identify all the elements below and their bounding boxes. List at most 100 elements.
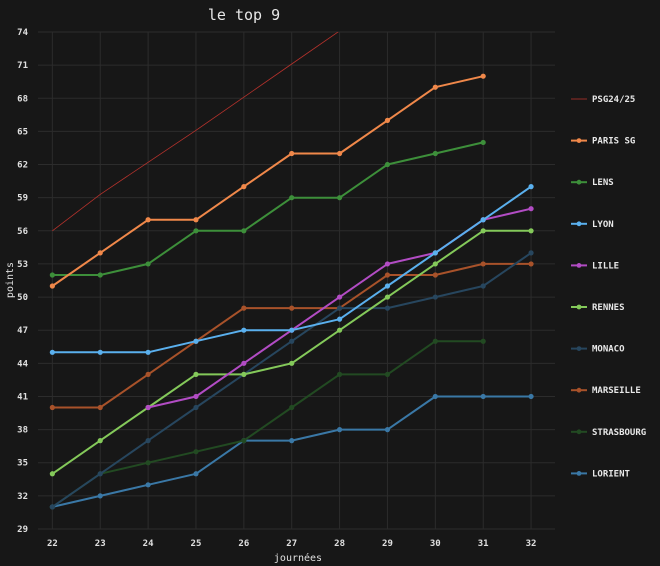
data-point-paris-sg: [97, 250, 103, 256]
legend-item-lorient: LORIENT: [571, 469, 631, 479]
data-point-monaco: [193, 404, 199, 411]
series-strasbourg: [49, 338, 486, 510]
y-tick-label: 53: [17, 260, 28, 270]
data-point-strasbourg: [432, 338, 438, 344]
legend-marker: [576, 346, 582, 351]
legend: PSG24/25 PARIS SG LENS LYON LILLE RENNES MONAC…: [571, 95, 646, 479]
series-lines: [49, 32, 534, 510]
x-tick-label: 23: [95, 539, 106, 549]
data-point-paris-sg: [432, 84, 438, 90]
legend-item-lens: LENS: [571, 178, 614, 188]
legend-marker: [576, 304, 582, 310]
data-point-lyon: [289, 327, 295, 333]
data-point-marseille: [480, 261, 486, 267]
x-tick-label: 22: [47, 539, 58, 549]
data-point-strasbourg: [145, 460, 151, 466]
data-point-lorient: [145, 482, 151, 488]
data-point-rennes: [528, 228, 534, 234]
data-point-rennes: [384, 294, 391, 300]
legend-marker: [576, 471, 582, 476]
data-point-lyon: [336, 316, 343, 322]
data-point-rennes: [97, 438, 103, 444]
data-point-monaco: [49, 504, 55, 510]
data-point-lens: [49, 272, 55, 278]
data-point-rennes: [289, 360, 295, 366]
data-point-monaco: [480, 283, 486, 289]
x-axis-label: journées: [274, 552, 322, 564]
y-tick-label: 59: [17, 194, 28, 204]
data-point-lens: [384, 161, 391, 168]
y-tick-label: 74: [17, 28, 28, 38]
legend-item-psg24-25: PSG24/25: [571, 95, 635, 105]
data-point-strasbourg: [336, 371, 343, 377]
legend-marker: [576, 221, 582, 227]
data-point-paris-sg: [384, 117, 391, 123]
data-point-lille: [384, 261, 391, 267]
legend-label: LENS: [592, 178, 614, 188]
x-tick-label: 28: [334, 539, 345, 549]
data-point-lyon: [241, 327, 247, 333]
data-point-lens: [241, 228, 247, 234]
data-point-rennes: [193, 371, 199, 377]
x-tick-label: 24: [143, 539, 154, 549]
y-tick-label: 41: [17, 392, 28, 402]
x-axis-ticks: 22 23 24 25 26 27 28 29 30 31 32: [47, 539, 537, 549]
legend-label: LILLE: [592, 261, 619, 271]
y-tick-label: 71: [17, 61, 28, 71]
y-tick-label: 68: [17, 94, 28, 104]
data-point-lens: [193, 228, 199, 234]
x-tick-label: 27: [286, 539, 297, 549]
legend-marker: [576, 138, 582, 144]
y-tick-label: 47: [17, 326, 28, 336]
data-point-lorient: [193, 471, 199, 477]
legend-label: PSG24/25: [592, 95, 635, 105]
data-point-strasbourg: [384, 371, 391, 377]
data-point-lyon: [432, 250, 438, 256]
data-point-marseille: [384, 272, 391, 278]
data-point-lorient: [97, 493, 103, 499]
y-tick-label: 35: [17, 459, 28, 469]
data-point-paris-sg: [241, 184, 247, 190]
series-lens: [49, 139, 486, 278]
legend-label: LYON: [592, 220, 614, 230]
legend-marker: [576, 263, 582, 268]
data-point-lyon: [193, 338, 199, 344]
data-point-lorient: [289, 438, 295, 444]
series-line-lens: [52, 141, 484, 276]
data-point-lyon: [97, 349, 103, 355]
legend-marker: [576, 179, 582, 185]
series-psg24-25: [52, 32, 339, 232]
y-tick-label: 29: [17, 525, 28, 535]
data-point-monaco: [97, 471, 103, 477]
data-point-lille: [145, 404, 151, 411]
data-point-lens: [336, 195, 343, 201]
y-tick-label: 56: [17, 227, 28, 237]
y-tick-label: 50: [17, 293, 28, 303]
data-point-lorient: [336, 427, 343, 433]
data-point-paris-sg: [336, 150, 343, 157]
data-point-lyon: [49, 349, 55, 355]
data-point-lille: [528, 206, 534, 212]
data-point-marseille: [241, 305, 247, 311]
legend-item-rennes: RENNES: [571, 303, 625, 313]
data-point-marseille: [97, 404, 103, 411]
x-tick-label: 30: [430, 539, 441, 549]
legend-marker: [576, 429, 582, 435]
x-tick-label: 25: [191, 539, 202, 549]
data-point-lyon: [480, 217, 486, 223]
legend-label: RENNES: [592, 303, 625, 313]
y-axis-label: points: [5, 262, 16, 298]
legend-label: MARSEILLE: [592, 386, 641, 396]
series-line-strasbourg: [51, 340, 484, 508]
data-point-lille: [193, 393, 199, 400]
data-point-lens: [480, 139, 486, 146]
data-point-lens: [97, 272, 103, 278]
data-point-marseille: [432, 272, 438, 278]
y-tick-label: 65: [17, 127, 28, 137]
y-tick-label: 38: [17, 426, 28, 436]
grid: [38, 31, 555, 530]
data-point-strasbourg: [241, 438, 247, 444]
x-tick-label: 31: [478, 539, 489, 549]
data-point-strasbourg: [289, 404, 295, 411]
data-point-paris-sg: [193, 217, 199, 223]
